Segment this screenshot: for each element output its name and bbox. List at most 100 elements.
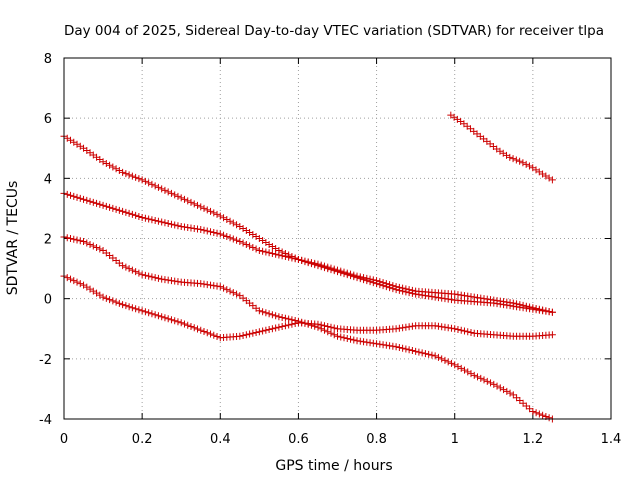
data-point <box>395 344 403 352</box>
data-point <box>392 343 400 351</box>
data-point <box>200 280 208 288</box>
data-point <box>154 312 162 320</box>
x-axis-label: GPS time / hours <box>275 458 392 474</box>
data-point <box>330 265 338 273</box>
data-point <box>412 347 420 355</box>
data-point <box>174 192 182 200</box>
data-point <box>262 309 270 317</box>
data-point <box>493 297 501 305</box>
data-point <box>441 356 449 364</box>
data-point <box>451 361 459 369</box>
data-point <box>460 366 468 374</box>
data-point <box>141 177 149 185</box>
data-point <box>207 281 215 289</box>
data-point <box>96 200 104 208</box>
plot-frame <box>63 57 612 420</box>
data-point <box>167 220 175 228</box>
data-point <box>434 353 442 361</box>
data-point <box>399 344 407 352</box>
x-tick-label: 1.2 <box>523 432 544 447</box>
data-point <box>490 380 498 388</box>
data-point <box>298 256 306 264</box>
data-point <box>454 291 462 299</box>
data-point <box>138 213 146 221</box>
data-point <box>281 253 289 261</box>
data-point <box>376 278 384 286</box>
data-point <box>109 297 117 305</box>
data-point <box>337 333 345 341</box>
data-point <box>373 340 381 348</box>
data-point <box>285 315 293 323</box>
data-point <box>272 324 280 332</box>
data-point <box>294 256 302 264</box>
data-point <box>382 280 390 288</box>
data-point <box>83 239 91 247</box>
data-point <box>487 379 495 387</box>
data-point <box>347 270 355 278</box>
data-point <box>233 236 241 244</box>
data-point <box>197 280 205 288</box>
data-point <box>167 316 175 324</box>
data-point <box>174 318 182 326</box>
data-point <box>278 252 286 260</box>
data-point <box>320 322 328 330</box>
data-point <box>128 266 136 274</box>
data-point <box>177 222 185 230</box>
data-point <box>190 224 198 232</box>
data-point <box>76 237 84 245</box>
data-point <box>314 320 322 328</box>
data-point <box>548 308 556 316</box>
series-3 <box>60 233 556 423</box>
data-point <box>516 157 524 165</box>
data-point <box>119 168 127 176</box>
series-layer <box>60 111 556 423</box>
data-point <box>545 414 553 422</box>
data-point <box>99 201 107 209</box>
series-4 <box>60 272 556 342</box>
data-point <box>138 176 146 184</box>
data-point <box>363 274 371 282</box>
data-point <box>535 305 543 313</box>
data-point <box>327 323 335 331</box>
data-point <box>128 210 136 218</box>
data-point <box>161 219 169 227</box>
data-point <box>213 282 221 290</box>
data-point <box>220 231 228 239</box>
data-point <box>467 329 475 337</box>
data-point <box>112 205 120 213</box>
data-point <box>161 314 169 322</box>
data-point <box>246 242 254 250</box>
data-point <box>542 307 550 315</box>
data-point <box>418 349 426 357</box>
data-point <box>382 341 390 349</box>
data-point <box>347 335 355 343</box>
data-point <box>451 325 459 333</box>
data-point <box>106 203 114 211</box>
data-point <box>93 199 101 207</box>
data-point <box>249 329 257 337</box>
data-point <box>158 313 166 321</box>
data-point <box>278 313 286 321</box>
y-tick-label: -4 <box>39 413 52 428</box>
data-point <box>233 221 241 229</box>
data-point <box>190 200 198 208</box>
series-5 <box>447 111 556 184</box>
data-point <box>496 297 504 305</box>
data-point <box>431 322 439 330</box>
data-point <box>255 247 263 255</box>
data-point <box>122 302 130 310</box>
data-point <box>487 296 495 304</box>
data-point <box>220 284 228 292</box>
data-point <box>239 239 247 247</box>
data-point <box>379 341 387 349</box>
data-point <box>460 292 468 300</box>
data-point <box>408 347 416 355</box>
data-point <box>311 259 319 267</box>
data-point <box>148 273 156 281</box>
data-point <box>275 323 283 331</box>
data-point <box>275 251 283 259</box>
data-point <box>207 207 215 215</box>
data-point <box>268 325 276 333</box>
data-point <box>330 331 338 339</box>
data-point <box>167 189 175 197</box>
